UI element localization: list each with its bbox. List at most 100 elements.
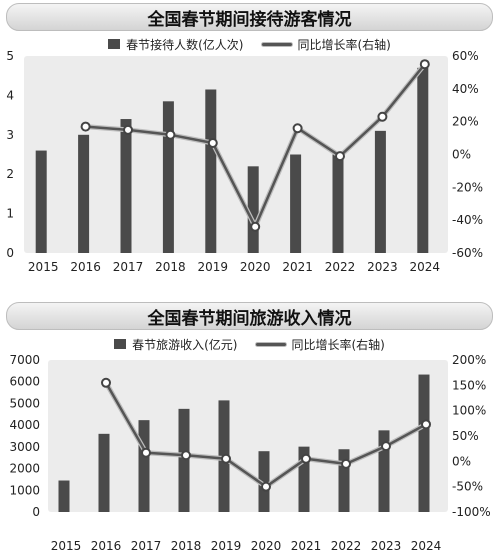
x-tick-label: 2015 xyxy=(28,260,59,274)
legend-item-bar: 春节旅游收入(亿元) xyxy=(114,336,238,353)
y-tick-label-right: 60% xyxy=(452,49,479,63)
y-tick-label-right: 0% xyxy=(452,454,471,468)
line-point xyxy=(80,121,91,132)
y-tick-label-left: 0 xyxy=(6,246,14,260)
legend-label: 同比增长率(右轴) xyxy=(291,337,385,352)
x-tick-label: 2017 xyxy=(113,260,144,274)
bar xyxy=(178,408,190,512)
x-tick-label: 2016 xyxy=(91,539,122,553)
x-tick-label: 2019 xyxy=(198,260,229,274)
bar xyxy=(78,134,90,253)
x-tick-label: 2017 xyxy=(131,539,162,553)
line-point xyxy=(101,377,111,388)
line-point xyxy=(165,129,176,140)
legend-bar-swatch xyxy=(114,339,127,349)
line-point xyxy=(141,447,151,458)
legend-item-bar: 春节接待人数(亿人次) xyxy=(108,36,244,53)
x-tick-label: 2015 xyxy=(51,539,82,553)
line-point xyxy=(421,419,431,430)
bar xyxy=(417,67,429,253)
line-point xyxy=(261,481,271,492)
legend-bar-swatch xyxy=(108,39,121,49)
line-point xyxy=(377,111,388,122)
chart-legend: 春节旅游收入(亿元) 同比增长率(右轴) xyxy=(0,335,499,353)
bar xyxy=(338,449,350,512)
y-tick-label-left: 3000 xyxy=(9,440,40,454)
x-tick-label: 2024 xyxy=(411,539,442,553)
y-tick-label-left: 1 xyxy=(6,207,14,221)
y-tick-label-right: -50% xyxy=(452,480,483,494)
y-tick-label-left: 0 xyxy=(32,505,40,519)
x-tick-label: 2021 xyxy=(291,539,322,553)
x-tick-label: 2022 xyxy=(331,539,362,553)
y-tick-label-left: 7000 xyxy=(9,353,40,367)
y-tick-label-right: 200% xyxy=(452,353,486,367)
line-point xyxy=(207,138,218,149)
chart-visitors: 0 1 2 3 4 5 60% 40% 20% 0% -20% -40% -60% 2015 2016 201… xyxy=(6,49,483,274)
y-tick-label-left: 1000 xyxy=(9,483,40,497)
line-point xyxy=(335,151,345,162)
bar xyxy=(378,430,390,512)
x-tick-label: 2016 xyxy=(70,260,101,274)
y-tick-label-left: 6000 xyxy=(9,375,40,389)
x-tick-label: 2023 xyxy=(367,260,398,274)
line-point xyxy=(250,221,261,232)
legend-label: 春节接待人数(亿人次) xyxy=(126,37,244,52)
y-tick-label-left: 4 xyxy=(6,88,14,102)
y-tick-label-left: 2 xyxy=(6,167,14,181)
chart-title: 全国春节期间旅游收入情况 xyxy=(6,302,493,330)
legend-line-swatch xyxy=(261,42,292,46)
line-point xyxy=(181,450,191,461)
y-tick-label-right: -20% xyxy=(452,180,483,194)
legend-line-swatch xyxy=(255,342,286,346)
bar xyxy=(98,433,110,512)
x-tick-label: 2023 xyxy=(371,539,402,553)
chart-legend: 春节接待人数(亿人次) 同比增长率(右轴) xyxy=(0,35,499,53)
legend-item-line: 同比增长率(右轴) xyxy=(255,336,385,353)
y-tick-label-right: 100% xyxy=(452,404,486,418)
bar xyxy=(290,154,302,253)
legend-label: 春节旅游收入(亿元) xyxy=(132,337,238,352)
x-tick-label: 2018 xyxy=(155,260,186,274)
line-point xyxy=(381,441,391,452)
x-tick-label: 2019 xyxy=(211,539,242,553)
line-point xyxy=(341,458,351,469)
y-tick-label-right: 150% xyxy=(452,378,486,392)
bar xyxy=(247,166,259,253)
bar xyxy=(332,154,344,253)
y-tick-label-left: 3 xyxy=(6,128,14,142)
bar xyxy=(138,420,150,512)
y-tick-label-right: 50% xyxy=(452,429,479,443)
y-tick-label-right: -100% xyxy=(452,505,491,519)
legend-label: 同比增长率(右轴) xyxy=(297,37,391,52)
y-tick-label-left: 2000 xyxy=(9,462,40,476)
bar xyxy=(120,119,132,253)
legend-item-line: 同比增长率(右轴) xyxy=(261,36,391,53)
y-tick-label-right: 0% xyxy=(452,148,471,162)
line-point xyxy=(221,453,231,464)
bar xyxy=(374,130,386,253)
y-tick-label-left: 5 xyxy=(6,49,14,63)
x-tick-label: 2018 xyxy=(171,539,202,553)
bar xyxy=(162,101,174,253)
x-tick-label: 2021 xyxy=(282,260,313,274)
x-tick-label: 2024 xyxy=(410,260,441,274)
y-tick-label-right: 20% xyxy=(452,115,479,129)
line-point xyxy=(123,124,133,135)
bar xyxy=(258,451,270,512)
bar xyxy=(298,446,310,512)
y-tick-label-right: -40% xyxy=(452,213,483,227)
x-tick-label: 2020 xyxy=(240,260,271,274)
y-tick-label-left: 4000 xyxy=(9,418,40,432)
x-tick-label: 2020 xyxy=(251,539,282,553)
bar xyxy=(58,480,70,512)
bar xyxy=(205,89,217,254)
line-point xyxy=(419,59,430,70)
y-tick-label-left: 5000 xyxy=(9,396,40,410)
line-point xyxy=(292,123,303,134)
x-tick-label: 2022 xyxy=(325,260,356,274)
line-point xyxy=(301,453,311,464)
chart-revenue: 0 1000 2000 3000 4000 5000 6000 7000 200% 150% 100… xyxy=(9,353,491,553)
chart-title: 全国春节期间接待游客情况 xyxy=(6,3,493,31)
y-tick-label-right: -60% xyxy=(452,246,483,260)
